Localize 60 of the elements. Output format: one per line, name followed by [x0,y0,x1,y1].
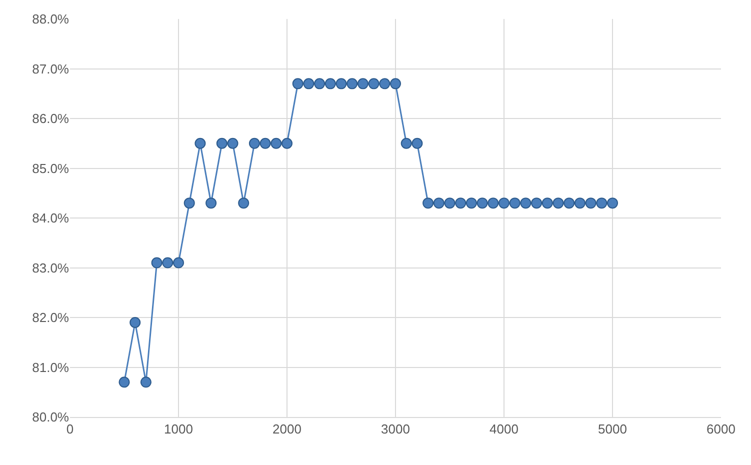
point [140,376,152,388]
point [574,198,586,209]
point [542,198,553,209]
y-tick-label: 81.0% [32,360,70,375]
point [379,78,390,90]
point [552,198,564,209]
x-tick-label: 4000 [490,422,518,437]
point [184,198,195,209]
point [270,138,282,149]
x-tick-label: 1000 [164,422,193,437]
y-tick-label: 88.0% [32,12,70,27]
point [488,198,499,209]
point [216,138,228,149]
point [412,138,423,149]
point [173,257,184,268]
point [151,257,162,268]
point [509,198,520,209]
point [390,78,401,90]
point [346,78,358,90]
y-tick-label: 84.0% [32,210,70,226]
point [400,138,412,149]
point [585,198,596,209]
point [194,138,206,149]
point [336,78,347,90]
point [368,78,380,90]
point [206,198,217,209]
point [498,198,510,209]
point [260,138,271,149]
point [238,198,250,209]
point [130,316,141,328]
point [162,257,174,268]
y-tick-label: 83.0% [32,260,70,276]
point [455,198,466,209]
y-tick-label: 85.0% [32,160,70,176]
point [596,198,608,209]
point [357,78,368,90]
y-tick-label: 86.0% [32,111,70,126]
point [531,198,542,209]
point [520,198,532,209]
point [324,78,336,90]
x-tick-label: 5000 [598,422,627,437]
point [248,138,260,149]
x-tick-label: 2000 [272,422,302,437]
point [314,78,326,90]
point [292,78,304,90]
point [118,376,130,388]
point [227,138,238,149]
point [303,78,314,90]
point [422,198,434,209]
point [564,198,575,209]
point [444,198,456,209]
point [476,198,488,209]
x-tick-label: 3000 [381,422,410,437]
x-tick-label: 6000 [706,422,736,437]
y-tick-label: 87.0% [32,61,70,76]
point [607,198,618,209]
point [466,198,477,209]
y-tick-label: 82.0% [32,310,70,326]
point [282,138,292,149]
point [433,198,444,209]
